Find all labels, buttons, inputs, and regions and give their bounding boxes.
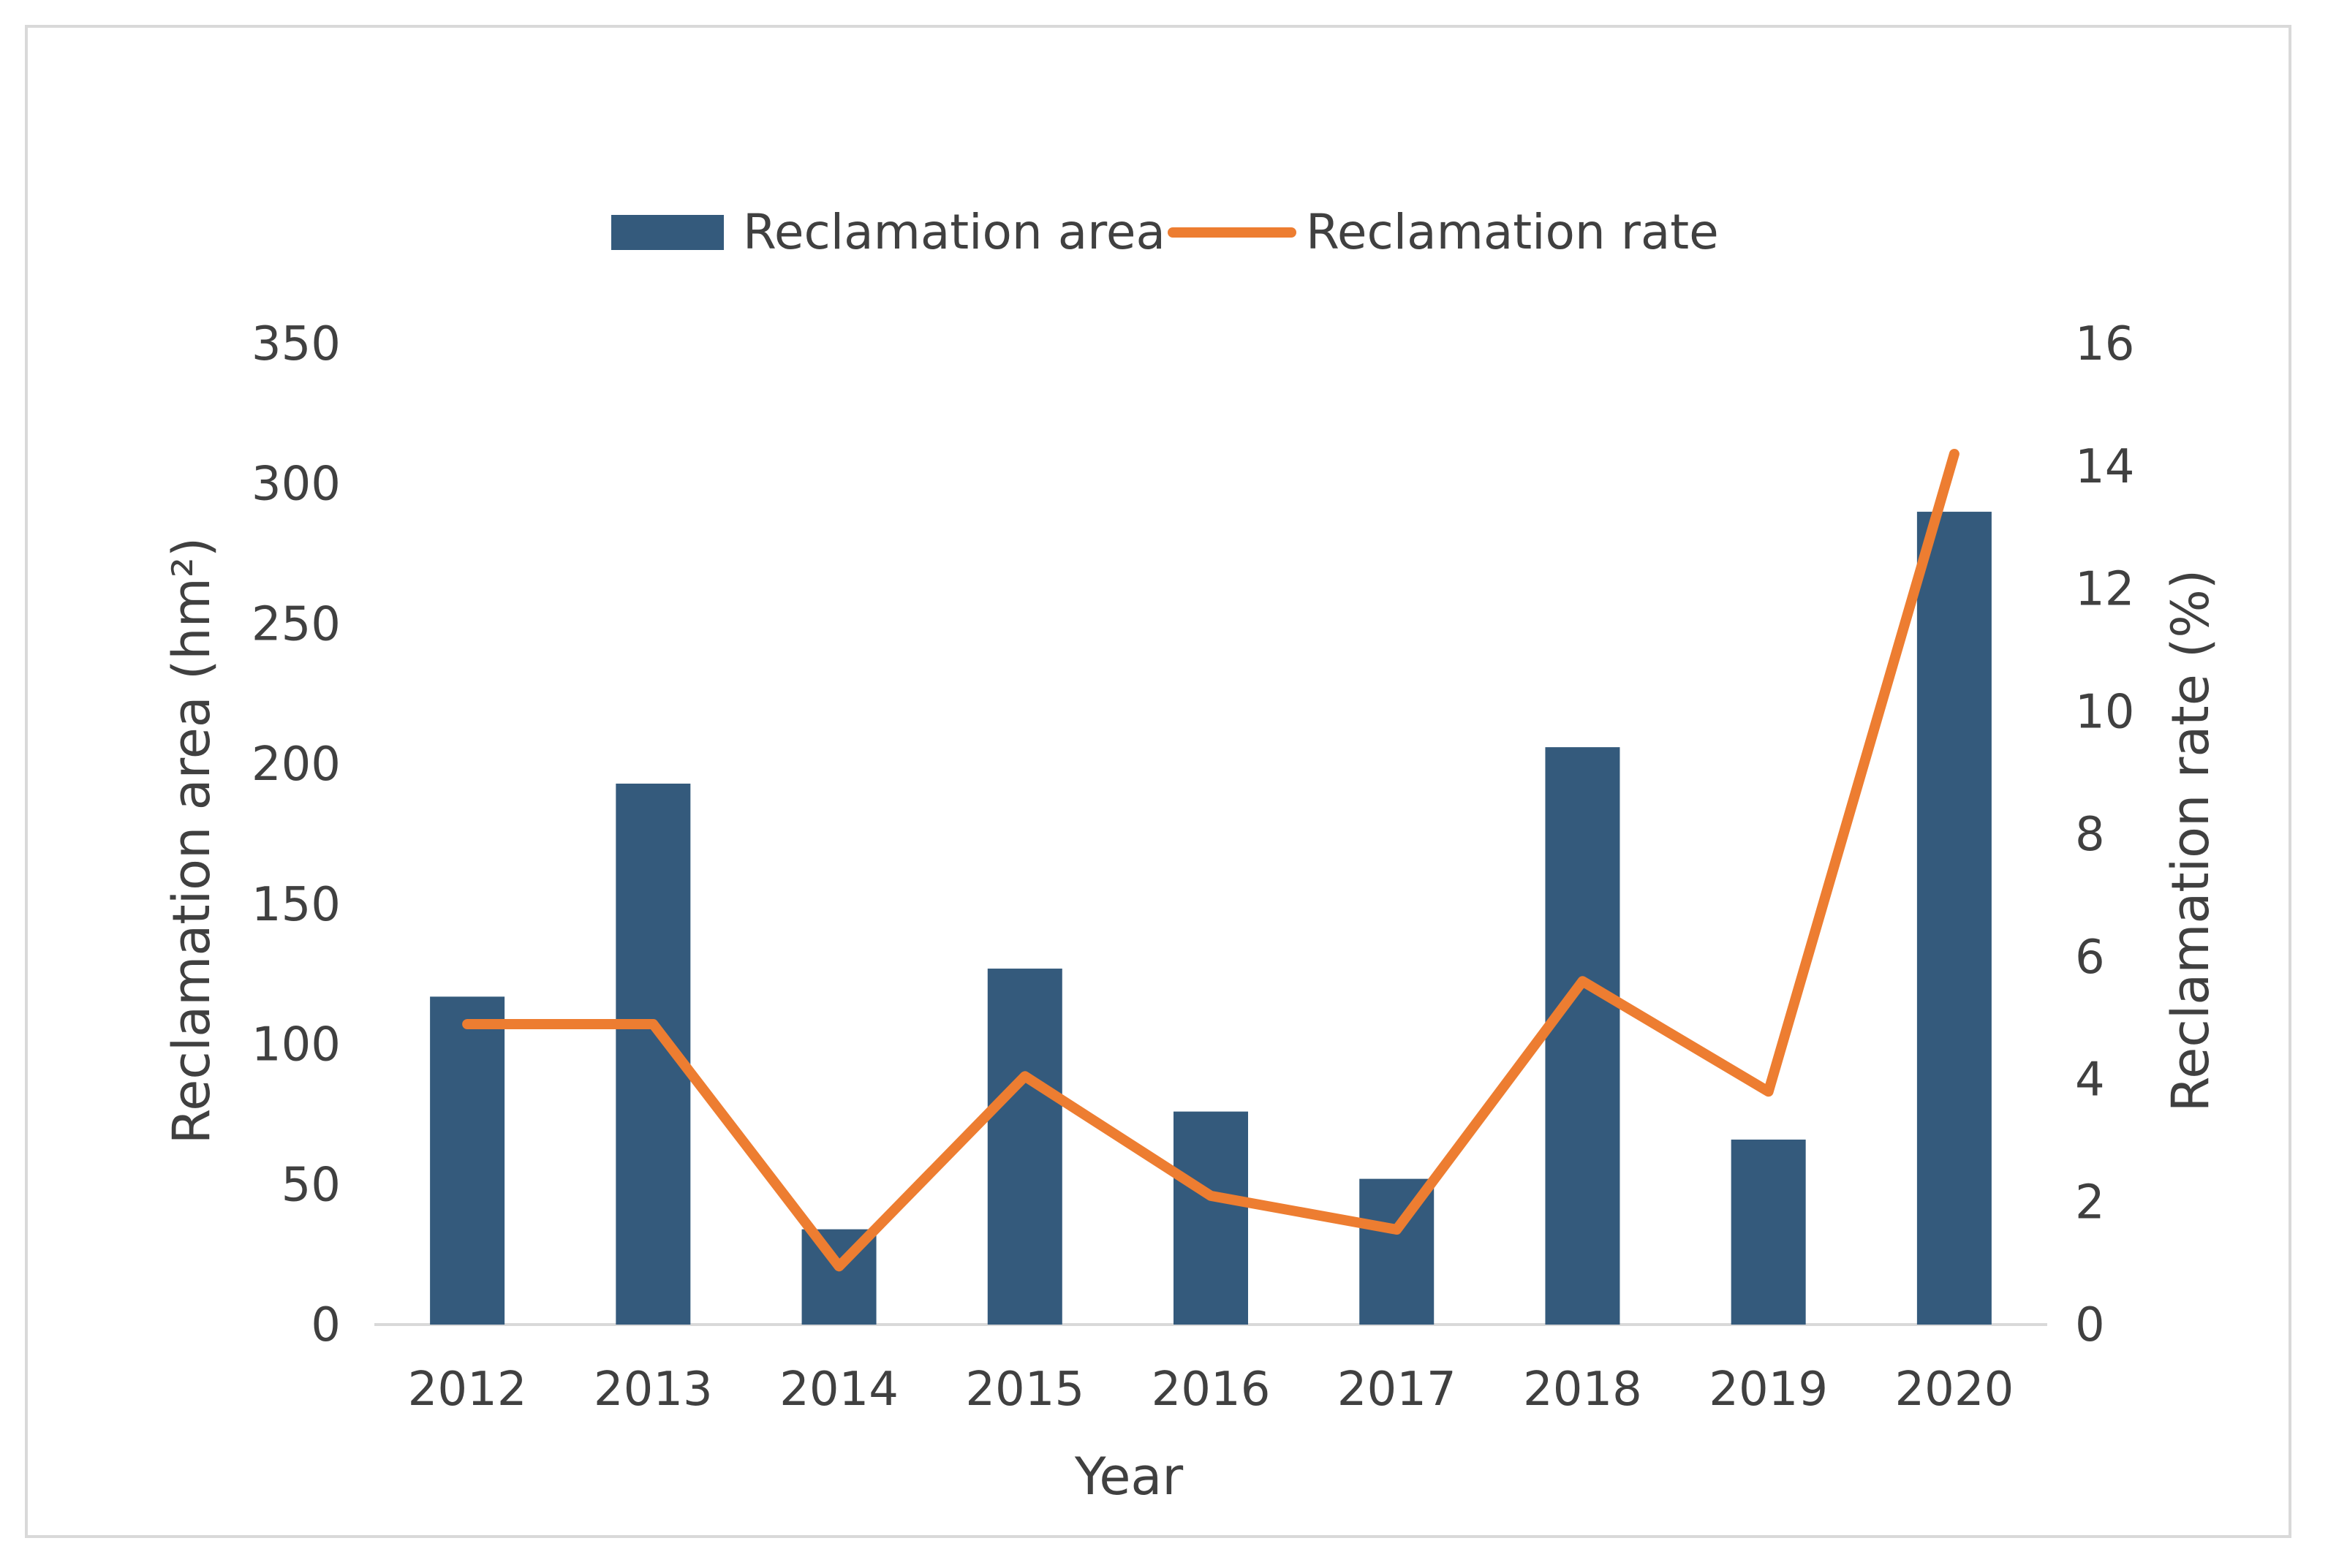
x-tick-label: 2012 — [408, 1363, 527, 1417]
bar-2018 — [1545, 747, 1620, 1325]
rate-point-2019 — [1768, 1091, 1769, 1092]
bar-2012 — [430, 996, 505, 1325]
y2-tick-label: 2 — [2075, 1175, 2105, 1230]
y-tick-label: 350 — [252, 317, 341, 371]
x-tick-label: 2015 — [965, 1363, 1084, 1417]
x-tick-label: 2016 — [1152, 1363, 1271, 1417]
x-tick-label: 2019 — [1709, 1363, 1828, 1417]
y2-tick-label: 6 — [2075, 931, 2105, 985]
y-tick-label: 200 — [252, 738, 341, 792]
rate-point-2015 — [1024, 1075, 1026, 1077]
rate-point-2020 — [1954, 453, 1955, 455]
y2-tick-label: 14 — [2075, 440, 2134, 494]
x-axis-title: Year — [1074, 1447, 1183, 1507]
y-tick-label: 250 — [252, 597, 341, 651]
rate-point-2012 — [466, 1023, 468, 1025]
x-tick-label: 2017 — [1337, 1363, 1456, 1417]
y2-tick-label: 4 — [2075, 1053, 2105, 1107]
rate-point-2013 — [652, 1023, 654, 1025]
rate-point-2018 — [1581, 980, 1583, 982]
bar-2020 — [1916, 512, 1992, 1325]
rate-line — [462, 448, 1959, 1272]
y2-tick-label: 10 — [2075, 685, 2134, 739]
legend-label-reclamation-rate: Reclamation rate — [1306, 204, 1719, 260]
x-tick-label: 2014 — [779, 1363, 899, 1417]
x-tick-label: 2013 — [594, 1363, 713, 1417]
bar-2019 — [1731, 1139, 1806, 1325]
y-tick-label: 100 — [252, 1018, 341, 1072]
y2-tick-label: 8 — [2075, 808, 2105, 862]
y-axis-ticks: 0 50 100 150 200 250 300 350 — [252, 317, 341, 1352]
x-tick-label: 2020 — [1894, 1363, 2014, 1417]
rate-point-2017 — [1396, 1229, 1397, 1230]
line-series-reclamation-rate — [462, 448, 1959, 1272]
y2-axis-ticks: 0 2 4 6 8 10 12 14 16 — [2075, 317, 2134, 1352]
legend: Reclamation area Reclamation rate — [611, 204, 1719, 260]
bar-2016 — [1174, 1111, 1248, 1325]
legend-label-reclamation-area: Reclamation area — [743, 204, 1165, 260]
chart-frame — [25, 25, 2291, 1538]
y-axis-title: Reclamation area (hm²) — [162, 537, 222, 1144]
y-tick-label: 300 — [252, 458, 341, 512]
rate-point-2016 — [1210, 1195, 1212, 1197]
y2-axis-title: Reclamation rate (%) — [2161, 569, 2221, 1112]
bar-2015 — [987, 969, 1062, 1325]
bar-series-reclamation-area — [430, 512, 1992, 1325]
y2-tick-label: 16 — [2075, 317, 2134, 371]
y-tick-label: 50 — [281, 1158, 341, 1212]
y2-tick-label: 0 — [2075, 1298, 2105, 1352]
legend-swatch-reclamation-area — [611, 215, 724, 250]
x-tick-label: 2018 — [1523, 1363, 1642, 1417]
x-axis-ticks: 2012 2013 2014 2015 2016 2017 2018 2019 2020 — [408, 1363, 2014, 1417]
y-tick-label: 0 — [311, 1298, 341, 1352]
y-tick-label: 150 — [252, 878, 341, 932]
rate-point-2014 — [839, 1265, 840, 1267]
y2-tick-label: 12 — [2075, 563, 2134, 617]
